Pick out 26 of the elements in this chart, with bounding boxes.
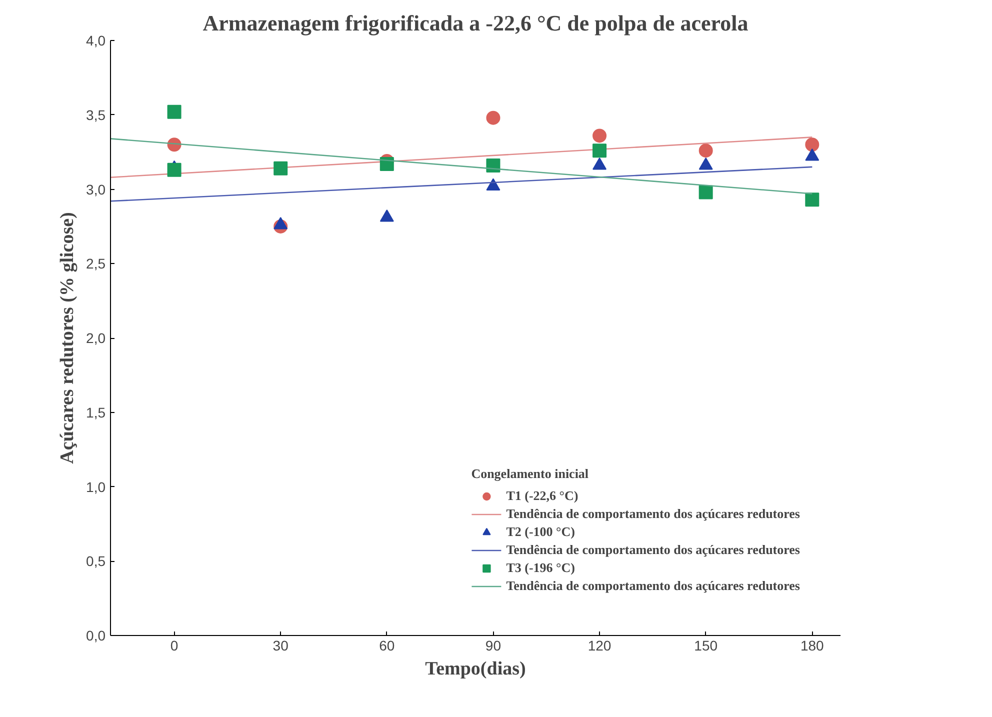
legend-label: T2 (-100 °C): [506, 523, 575, 541]
y-axis-title: Açúcares redutores (% glicose): [57, 212, 78, 464]
legend-title: Congelamento inicial: [471, 466, 590, 482]
y-tick-label: 4,0: [86, 32, 106, 48]
y-tick-label: 1,5: [86, 404, 106, 420]
y-tick-label: 2,5: [86, 256, 106, 272]
x-tick-label: 90: [485, 638, 502, 654]
x-tick-label: 150: [694, 638, 718, 654]
x-tick-label: 180: [800, 638, 824, 654]
legend-label: Tendência de comportamento dos açúcares redutores: [506, 505, 800, 523]
x-tick-label: 0: [170, 638, 178, 654]
legend-label: T1 (-22,6 °C): [506, 487, 578, 505]
x-tick-label: 30: [272, 638, 289, 654]
y-tick-label: 2,0: [86, 330, 106, 346]
y-tick-label: 0,5: [86, 553, 106, 570]
y-tick-label: 3,5: [86, 106, 106, 123]
x-axis-title: Tempo(dias): [425, 658, 526, 680]
legend-label: Tendência de comportamento dos açúcares redutores: [506, 577, 800, 595]
x-tick-label: 120: [588, 638, 612, 654]
chart-title: Armazenagem frigorificada a -22,6 °C de polpa de acerola: [202, 10, 748, 36]
x-tick-label: 60: [379, 638, 395, 654]
legend-label: T3 (-196 °C): [506, 559, 575, 577]
legend-label: Tendência de comportamento dos açúcares redutores: [506, 541, 800, 559]
y-tick-label: 0,0: [86, 628, 106, 644]
y-tick-label: 1,0: [86, 478, 106, 495]
y-tick-label: 3,0: [86, 181, 106, 198]
